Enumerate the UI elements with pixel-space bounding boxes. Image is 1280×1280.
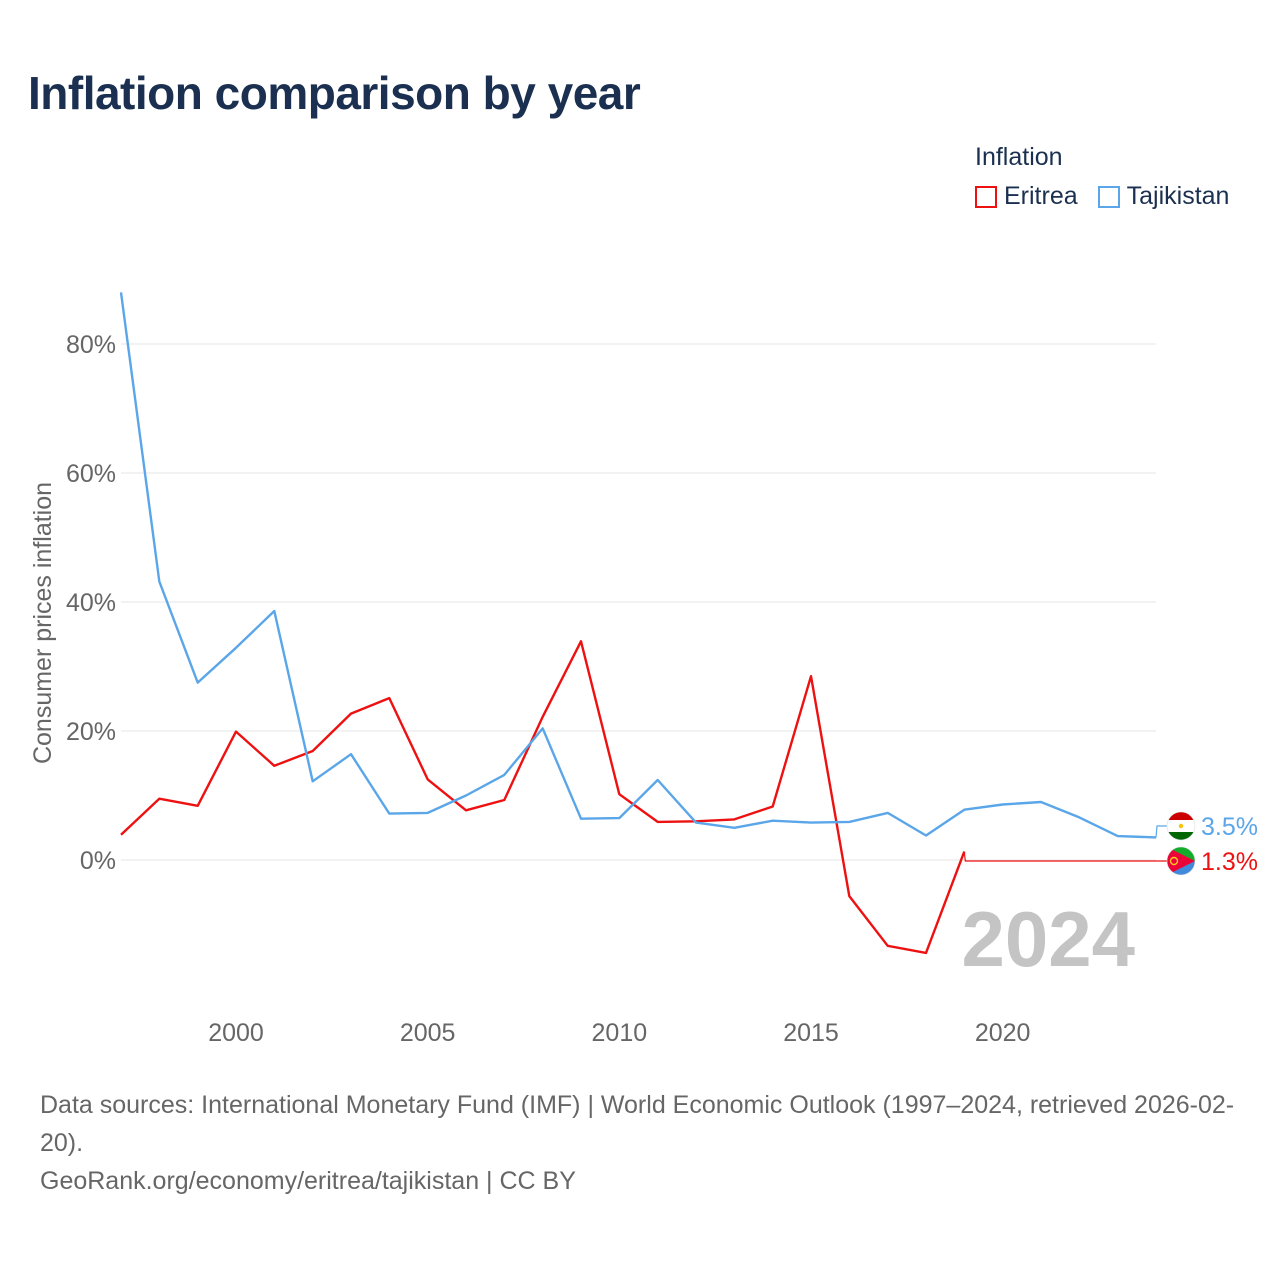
- x-tick-label: 2010: [592, 1019, 648, 1047]
- legend-entries: Eritrea Tajikistan: [975, 182, 1229, 211]
- x-tick-label: 2005: [400, 1019, 456, 1047]
- x-axis-ticks: 2000 2005 2010 2015 2020: [208, 1019, 1030, 1047]
- y-tick-label: 80%: [66, 331, 116, 359]
- footer: Data sources: International Monetary Fun…: [40, 1086, 1250, 1200]
- legend-title: Inflation: [975, 143, 1063, 171]
- year-watermark: 2024: [961, 895, 1135, 983]
- end-label-tajikistan: 3.5%: [1201, 813, 1258, 841]
- end-markers: 1.3% 3.5%: [963, 811, 1258, 876]
- x-tick-label: 2020: [975, 1019, 1031, 1047]
- series-lines: [119, 292, 1157, 955]
- credit-link[interactable]: GeoRank.org/economy/eritrea/tajikistan |…: [40, 1167, 576, 1195]
- y-tick-label: 40%: [66, 589, 116, 617]
- x-tick-label: 2000: [208, 1019, 264, 1047]
- flag-tajikistan-icon: [1166, 811, 1196, 841]
- legend-label-tajikistan: Tajikistan: [1126, 182, 1230, 210]
- y-tick-label: 20%: [66, 718, 116, 746]
- end-label-eritrea: 1.3%: [1201, 848, 1258, 876]
- data-sources: Data sources: International Monetary Fun…: [40, 1091, 1235, 1157]
- y-axis-ticks: 0% 20% 40% 60% 80%: [66, 331, 116, 875]
- gridlines: [121, 343, 1156, 861]
- legend-entry-eritrea[interactable]: Eritrea: [975, 182, 1078, 211]
- legend-entry-tajikistan[interactable]: Tajikistan: [1097, 182, 1230, 211]
- connector-tajikistan: [1155, 825, 1167, 838]
- legend-label-eritrea: Eritrea: [1004, 182, 1078, 210]
- y-axis-label: Consumer prices inflation: [29, 482, 57, 764]
- flag-eritrea-icon: [1166, 846, 1196, 876]
- legend-swatch-eritrea: [975, 185, 997, 208]
- connector-eritrea: [963, 851, 1167, 862]
- legend-swatch-tajikistan: [1097, 185, 1120, 208]
- y-tick-label: 0%: [80, 847, 116, 875]
- page-title: Inflation comparison by year: [28, 67, 641, 119]
- series-line-tajikistan: [119, 292, 1157, 839]
- x-tick-label: 2015: [783, 1019, 839, 1047]
- series-line-eritrea: [120, 640, 966, 955]
- inflation-line-chart: 0% 20% 40% 60% 80% 2000 2005 2010 2015 2020 Cons…: [29, 292, 1258, 1047]
- y-tick-label: 60%: [66, 460, 116, 488]
- legend: Inflation Eritrea Tajikistan: [975, 143, 1229, 211]
